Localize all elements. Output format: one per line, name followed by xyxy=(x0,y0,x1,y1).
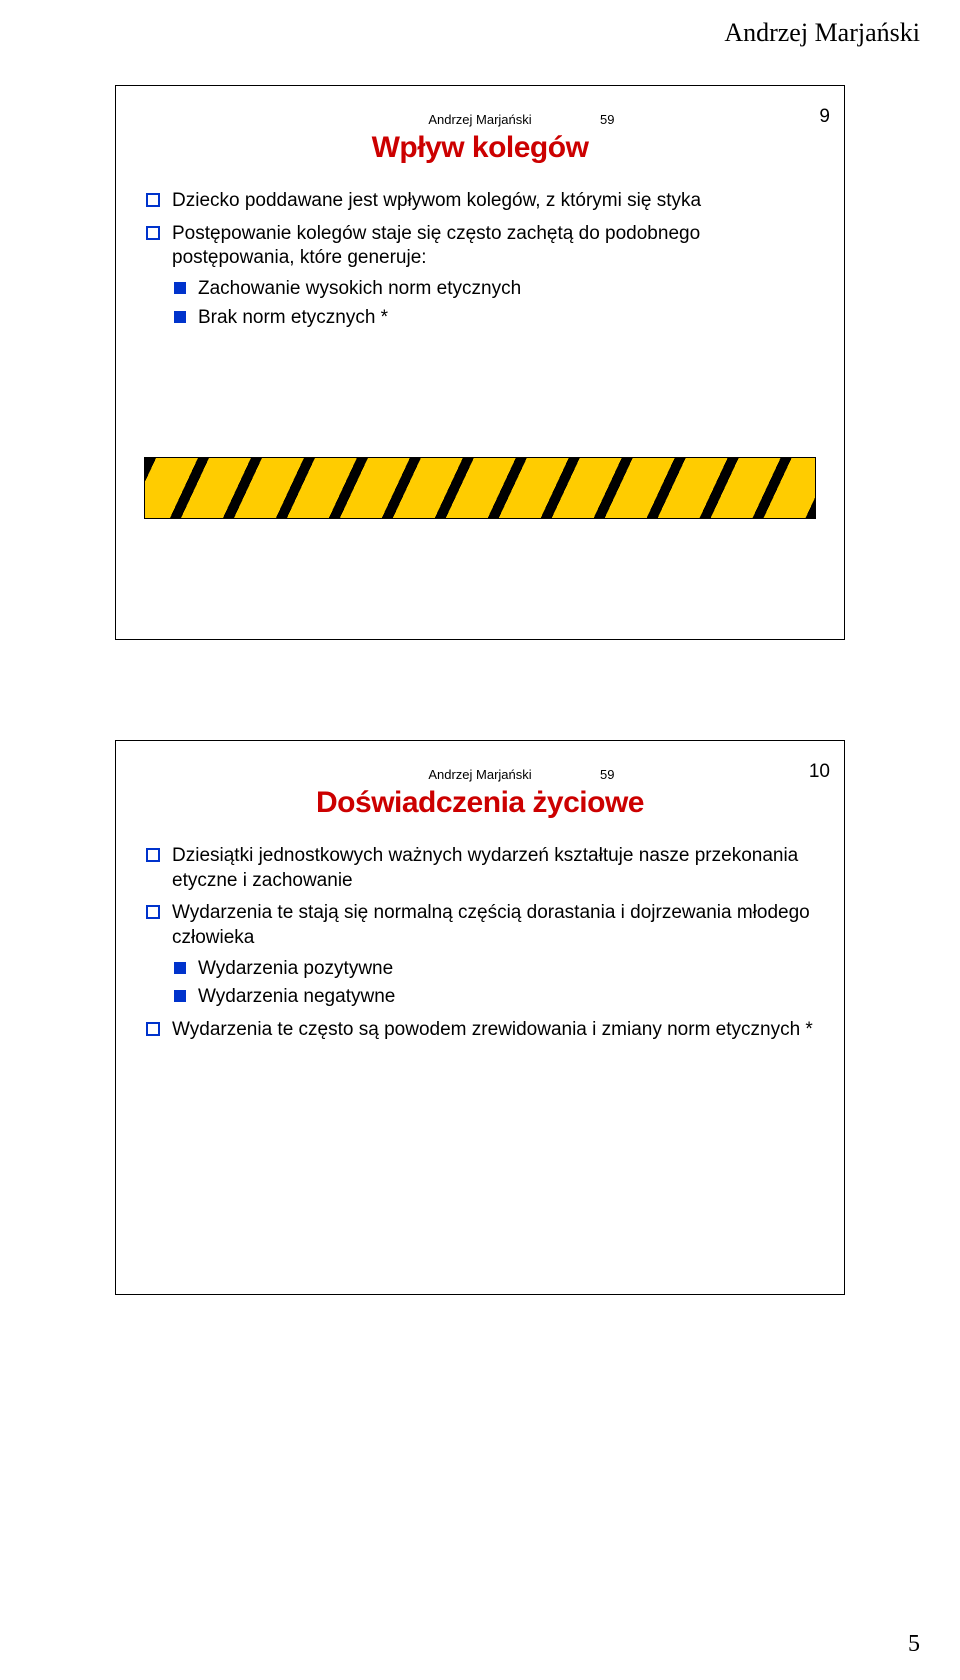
slide-1: Andrzej Marjański 59 9 Wpływ kolegów Dzi… xyxy=(115,85,845,640)
bullet-list: Dziesiątki jednostkowych ważnych wydarze… xyxy=(144,844,816,1043)
slide-title: Wpływ kolegów xyxy=(144,131,816,165)
slide-author: Andrzej Marjański xyxy=(428,112,531,127)
slide-num-a: 59 xyxy=(600,767,614,782)
list-item: Wydarzenia te często są powodem zrewidow… xyxy=(144,1018,816,1043)
hazard-pattern xyxy=(145,458,815,518)
list-item: Wydarzenia te stają się normalną częścią… xyxy=(144,901,816,1010)
sub-bullet-list: Zachowanie wysokich norm etycznych Brak … xyxy=(172,277,816,330)
bullet-text: Postępowanie kolegów staje się często za… xyxy=(172,223,700,269)
page-header-author: Andrzej Marjański xyxy=(724,18,920,48)
slide-num-b: 10 xyxy=(809,761,830,783)
slides-container: Andrzej Marjański 59 9 Wpływ kolegów Dzi… xyxy=(115,85,845,1295)
slide-meta: Andrzej Marjański 59 xyxy=(144,112,816,127)
list-item: Brak norm etycznych * xyxy=(172,306,816,331)
hazard-stripe xyxy=(144,457,816,519)
list-item: Postępowanie kolegów staje się często za… xyxy=(144,222,816,331)
slide-title: Doświadczenia życiowe xyxy=(144,786,816,820)
slide-num-b: 9 xyxy=(819,106,830,128)
list-item: Zachowanie wysokich norm etycznych xyxy=(172,277,816,302)
list-item: Dziesiątki jednostkowych ważnych wydarze… xyxy=(144,844,816,893)
list-item: Wydarzenia negatywne xyxy=(172,985,816,1010)
bullet-text: Wydarzenia te stają się normalną częścią… xyxy=(172,902,810,948)
bullet-text: Dziesiątki jednostkowych ważnych wydarze… xyxy=(172,845,798,891)
bullet-list: Dziecko poddawane jest wpływom kolegów, … xyxy=(144,189,816,330)
bullet-text: Dziecko poddawane jest wpływom kolegów, … xyxy=(172,190,701,211)
list-item: Dziecko poddawane jest wpływom kolegów, … xyxy=(144,189,816,214)
sub-bullet-list: Wydarzenia pozytywne Wydarzenia negatywn… xyxy=(172,957,816,1010)
slide-num-a: 59 xyxy=(600,112,614,127)
list-item: Wydarzenia pozytywne xyxy=(172,957,816,982)
slide-2: Andrzej Marjański 59 10 Doświadczenia ży… xyxy=(115,740,845,1295)
slide-author: Andrzej Marjański xyxy=(428,767,531,782)
bullet-text: Wydarzenia te często są powodem zrewidow… xyxy=(172,1019,813,1040)
page-number: 5 xyxy=(908,1631,920,1658)
slide-meta: Andrzej Marjański 59 xyxy=(144,767,816,782)
